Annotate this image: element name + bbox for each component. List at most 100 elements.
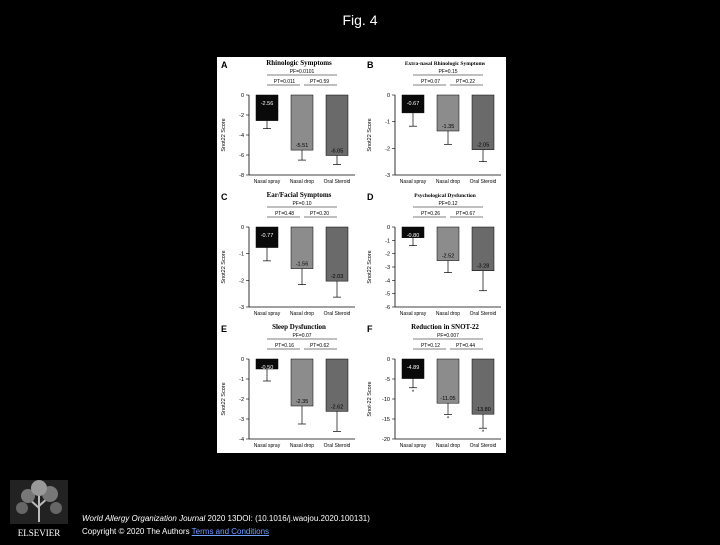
x-tick-label: Nasal spray [400, 311, 427, 317]
x-tick-label: Oral Steroid [470, 443, 497, 449]
citation-line: World Allergy Organization Journal 2020 … [82, 512, 370, 525]
panel-title: Psychological Dysfunction [414, 193, 476, 199]
data-label: -2.62 [331, 404, 344, 410]
y-tick-label: -2 [239, 278, 244, 284]
y-tick-label: -6 [239, 153, 244, 159]
x-tick-label: Nasal spray [254, 443, 281, 449]
panel-title: Sleep Dysfunction [272, 323, 326, 331]
chart-panel-b: B Extra-nasal Rhinologic Symptoms PF=0.15 P… [367, 60, 501, 185]
chart-panel-d: D Psychological Dysfunction PF=0.12 PT=0.26… [367, 192, 501, 317]
y-tick-label: -5 [385, 292, 390, 298]
y-tick-label: -4 [239, 133, 244, 139]
terms-link[interactable]: Terms and Conditions [191, 527, 270, 536]
y-axis-label: Snot22 Score [221, 382, 227, 415]
y-tick-label: -10 [382, 397, 390, 403]
panel-letter: B [367, 60, 374, 70]
p-value-right: PT=0.20 [310, 211, 329, 217]
p-value-left: PT=0.26 [421, 211, 440, 217]
x-tick-label: Nasal drop [290, 179, 314, 185]
y-tick-label: -3 [239, 417, 244, 423]
p-value-top: PF=0.12 [438, 201, 457, 207]
copyright-text: Copyright © 2020 The Authors [82, 527, 192, 536]
panel-letter: F [367, 324, 373, 334]
data-label: -3.28 [477, 264, 490, 270]
y-tick-label: -15 [382, 417, 390, 423]
panel-letter: D [367, 192, 374, 202]
p-value-left: PT=0.011 [274, 79, 296, 85]
p-value-right: PT=0.59 [310, 79, 329, 85]
y-axis-label: Snot22 Score [221, 250, 227, 283]
panel-letter: C [221, 192, 228, 202]
x-tick-label: Oral Steroid [470, 311, 497, 317]
x-tick-label: Oral Steroid [470, 179, 497, 185]
y-tick-label: -3 [239, 305, 244, 311]
x-tick-label: Oral Steroid [324, 443, 351, 449]
y-tick-label: 0 [387, 93, 390, 99]
data-label: -11.05 [440, 396, 455, 402]
bar [290, 94, 314, 151]
y-axis-label: Snot22 Score [367, 250, 373, 283]
y-axis-label: Snot22 Score [367, 118, 373, 151]
x-tick-label: Oral Steroid [324, 179, 351, 185]
p-value-top: PF=0.007 [437, 333, 459, 339]
x-tick-label: Nasal drop [436, 311, 460, 317]
logo-text: ELSEVIER [18, 528, 61, 538]
x-tick-label: Nasal spray [254, 311, 281, 317]
panel-letter: A [221, 60, 228, 70]
bar [255, 94, 279, 121]
y-tick-label: -3 [385, 265, 390, 271]
data-label: -6.05 [331, 149, 344, 155]
x-tick-label: Oral Steroid [324, 311, 351, 317]
p-value-right: PT=0.62 [310, 343, 329, 349]
p-value-right: PT=0.44 [456, 343, 475, 349]
y-axis-label: Snot22 Score [221, 118, 227, 151]
y-tick-label: 0 [241, 93, 244, 99]
x-tick-label: Nasal drop [436, 179, 460, 185]
bar [325, 226, 349, 282]
chart-panel-e: E Sleep Dysfunction PF=0.07 PT=0.16 PT=0.62 0… [221, 323, 355, 449]
x-tick-label: Nasal spray [400, 443, 427, 449]
chart-panel-a: A Rhinologic Symptoms PF=0.0101 PT=0.011 PT=… [221, 59, 355, 185]
p-value-left: PT=0.16 [275, 343, 294, 349]
y-tick-label: 0 [387, 225, 390, 231]
y-tick-label: -4 [239, 437, 244, 443]
y-tick-label: 0 [387, 357, 390, 363]
x-tick-label: Nasal spray [254, 179, 281, 185]
y-tick-label: -3 [385, 173, 390, 179]
x-tick-label: Nasal drop [290, 443, 314, 449]
y-tick-label: -1 [239, 377, 244, 383]
y-tick-label: -1 [385, 120, 390, 126]
data-label: -0.50 [261, 365, 274, 371]
y-axis-label: Snot-22 Score [367, 381, 373, 416]
data-label: -5.51 [296, 143, 309, 149]
p-value-left: PT=0.12 [421, 343, 440, 349]
y-tick-label: -2 [385, 146, 390, 152]
bar [471, 358, 495, 415]
p-value-top: PF=0.07 [292, 333, 311, 339]
significance-marker: * [482, 430, 485, 436]
citation-text: 2020 13DOI: (10.1016/j.waojou.2020.10013… [205, 514, 370, 523]
data-label: -0.80 [407, 233, 420, 239]
panel-title: Reduction in SNOT-22 [411, 323, 479, 331]
significance-marker: * [447, 416, 450, 422]
x-tick-label: Nasal spray [400, 179, 427, 185]
panel-title: Ear/Facial Symptoms [267, 191, 332, 199]
y-tick-label: -2 [239, 397, 244, 403]
data-label: -2.05 [477, 143, 490, 149]
p-value-left: PT=0.48 [275, 211, 294, 217]
panel-letter: E [221, 324, 227, 334]
y-tick-label: -2 [239, 113, 244, 119]
copyright-line: Copyright © 2020 The Authors Terms and C… [82, 525, 370, 538]
x-tick-label: Nasal drop [290, 311, 314, 317]
data-label: -1.35 [442, 124, 455, 130]
p-value-right: PT=0.67 [456, 211, 475, 217]
y-tick-label: -20 [382, 437, 390, 443]
p-value-right: PT=0.22 [456, 79, 475, 85]
panel-title: Rhinologic Symptoms [266, 59, 332, 67]
panel-title: Extra-nasal Rhinologic Symptoms [405, 61, 485, 67]
significance-marker: * [412, 390, 415, 396]
y-tick-label: -1 [239, 252, 244, 258]
y-tick-label: -1 [385, 238, 390, 244]
data-label: -1.56 [296, 262, 309, 268]
p-value-top: PF=0.0101 [290, 69, 315, 75]
